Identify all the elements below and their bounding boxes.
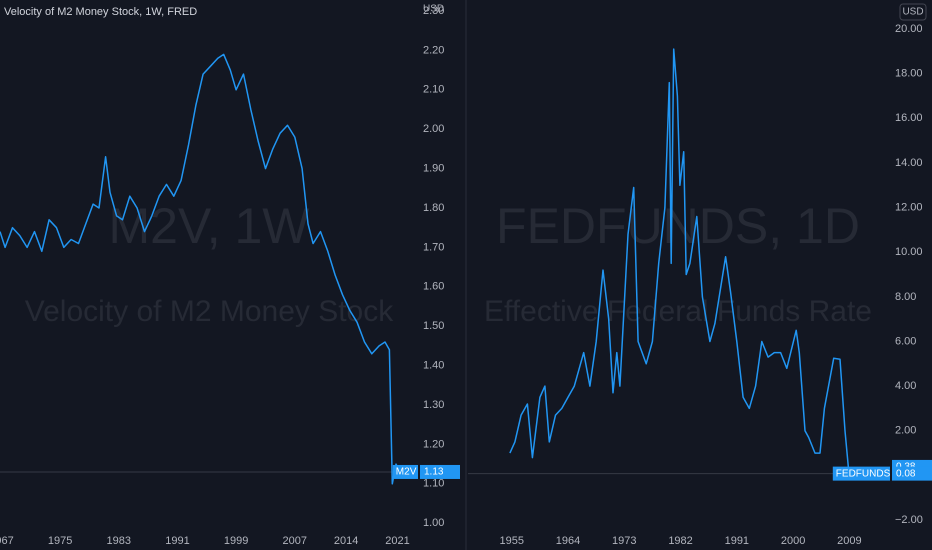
y-tick-label: 8.00: [895, 291, 916, 303]
y-tick-label: 2.30: [423, 5, 444, 17]
watermark-subtitle: Velocity of M2 Money Stock: [25, 295, 394, 328]
series-name: M2V: [396, 467, 417, 478]
price-label-box: [892, 466, 932, 481]
x-tick-label: 1999: [224, 535, 248, 547]
plot-area: FEDFUNDS, 1D Effective Federal Funds Rate…: [468, 48, 890, 547]
x-tick-label: 1964: [556, 535, 580, 547]
x-tick-label: 2021: [385, 535, 409, 547]
y-tick-label: 1.30: [423, 399, 444, 411]
y-tick-label: 16.00: [895, 112, 923, 124]
x-tick-label: 2007: [283, 535, 307, 547]
plot-area: M2V, 1W Velocity of M2 Money Stock 1967 197…: [0, 53, 418, 547]
y-tick-label: 14.00: [895, 157, 923, 169]
x-tick-label: 2014: [334, 535, 358, 547]
x-tick-label: 1982: [668, 535, 692, 547]
y-tick-label: −2.00: [895, 514, 923, 526]
x-tick-label: 2009: [837, 535, 861, 547]
x-tick-label: 2000: [781, 535, 805, 547]
y-tick-label: 12.00: [895, 201, 923, 213]
x-tick-label: 1973: [612, 535, 636, 547]
y-tick-label: 1.90: [423, 163, 444, 175]
y-tick-label: 2.20: [423, 44, 444, 56]
y-unit: USD: [902, 7, 923, 18]
series-name-box: [832, 466, 890, 481]
y-tick-label: 1.70: [423, 241, 444, 253]
y-tick-label: 18.00: [895, 68, 923, 80]
y-tick-label: 1.60: [423, 281, 444, 293]
series-name: FEDFUNDS: [836, 468, 891, 479]
y-unit: USD: [423, 4, 444, 15]
y-tick-label: 1.50: [423, 320, 444, 332]
x-tick-label: 1991: [725, 535, 749, 547]
chart-title: Velocity of M2 Money Stock, 1W, FRED: [4, 6, 197, 18]
price-label: 1.13: [424, 467, 444, 478]
price-label: 0.08: [896, 468, 916, 479]
y-tick-label: 6.00: [895, 335, 916, 347]
y-tick-label: 2.10: [423, 84, 444, 96]
y-tick-label: 1.20: [423, 438, 444, 450]
series-line: [509, 48, 859, 475]
y-tick-label: 1.40: [423, 360, 444, 372]
y-tick-label: 20.00: [895, 23, 923, 35]
x-tick-label: 1955: [500, 535, 524, 547]
series-line: [0, 53, 401, 485]
y-tick-label: 4.00: [895, 380, 916, 392]
watermark-subtitle: Effective Federal Funds Rate: [484, 295, 872, 328]
series-name-box: [392, 464, 418, 479]
price-label-box: [420, 464, 460, 479]
watermark: M2V, 1W: [108, 198, 310, 254]
y-tick-label: 10.00: [895, 246, 923, 258]
x-tick-label: 1975: [48, 535, 72, 547]
y-tick-label: 2.00: [895, 425, 916, 437]
x-tick-label: 1983: [107, 535, 131, 547]
y-unit-box: [899, 3, 927, 21]
y-tick-label: 1.80: [423, 202, 444, 214]
x-tick-label: 1967: [0, 535, 14, 547]
watermark: FEDFUNDS, 1D: [496, 198, 860, 254]
y-tick-label: 1.10: [423, 478, 444, 490]
y-tick-label: 2.00: [423, 123, 444, 135]
y-tick-label: 1.00: [423, 517, 444, 529]
x-tick-label: 1991: [165, 535, 189, 547]
